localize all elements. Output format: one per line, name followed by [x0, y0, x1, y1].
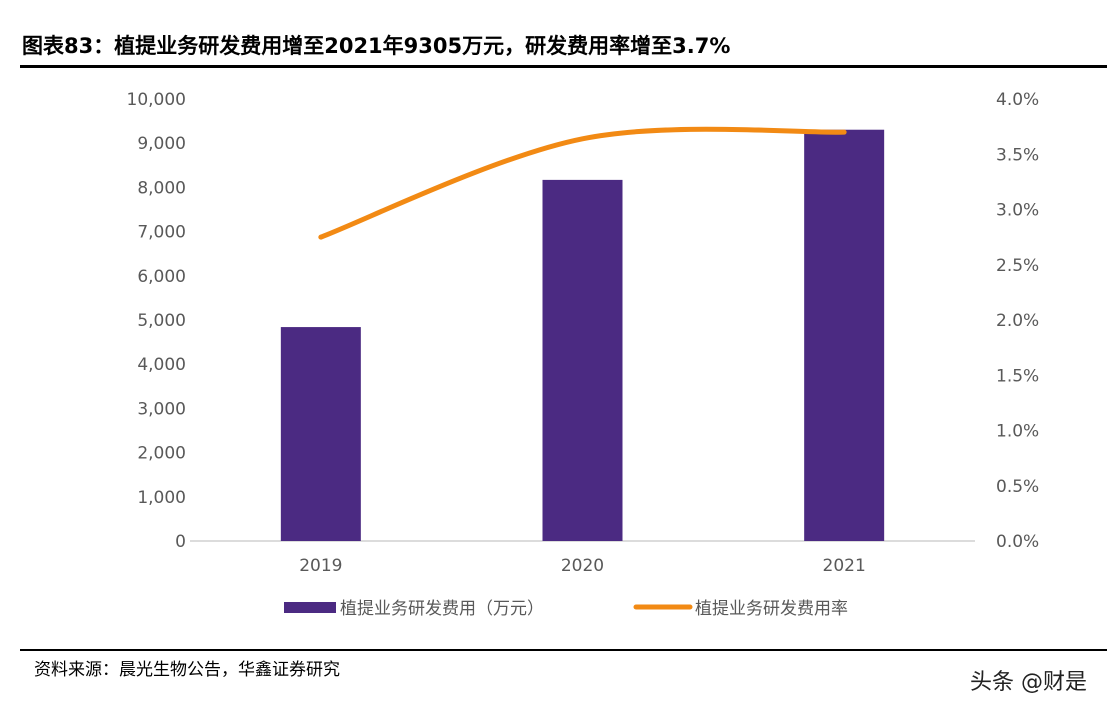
- y-left-tick-label: 9,000: [137, 134, 186, 154]
- y-right-tick-label: 2.0%: [996, 311, 1039, 331]
- watermark: 头条 @财是: [970, 670, 1087, 695]
- y-right-tick-label: 3.5%: [996, 145, 1039, 165]
- bar-2021: [804, 129, 885, 541]
- title-rule: [20, 65, 1107, 68]
- legend-label-line: 植提业务研发费用率: [695, 599, 848, 619]
- x-tick-label: 2019: [299, 556, 342, 576]
- y-right-tick-label: 2.5%: [996, 256, 1039, 276]
- bar-2020: [542, 179, 623, 542]
- x-tick-label: 2020: [561, 556, 604, 576]
- legend-label-bar: 植提业务研发费用（万元）: [340, 599, 544, 619]
- y-left-tick-label: 8,000: [137, 178, 186, 198]
- chart-title: 图表83：植提业务研发费用增至2021年9305万元，研发费用率增至3.7%: [22, 34, 731, 58]
- y-left-tick-label: 3,000: [137, 399, 186, 419]
- y-left-tick-label: 4,000: [137, 355, 186, 375]
- y-left-tick-label: 7,000: [137, 223, 186, 243]
- y-left-tick-label: 10,000: [127, 90, 186, 110]
- y-right-tick-label: 1.5%: [996, 366, 1039, 386]
- source-note: 资料来源：晨光生物公告，华鑫证券研究: [34, 660, 340, 680]
- footer-rule: [20, 649, 1107, 651]
- bar-2019: [280, 327, 361, 541]
- y-left-tick-label: 1,000: [137, 488, 186, 508]
- y-right-tick-label: 3.0%: [996, 201, 1039, 221]
- y-left-tick-label: 5,000: [137, 311, 186, 331]
- y-left-tick-label: 0: [175, 532, 186, 552]
- x-tick-label: 2021: [823, 556, 866, 576]
- y-right-tick-label: 0.5%: [996, 477, 1039, 497]
- y-right-tick-label: 4.0%: [996, 90, 1039, 110]
- legend-swatch-bar: [284, 602, 336, 613]
- y-left-tick-label: 6,000: [137, 267, 186, 287]
- y-left-tick-label: 2,000: [137, 444, 186, 464]
- y-right-tick-label: 1.0%: [996, 422, 1039, 442]
- y-right-tick-label: 0.0%: [996, 532, 1039, 552]
